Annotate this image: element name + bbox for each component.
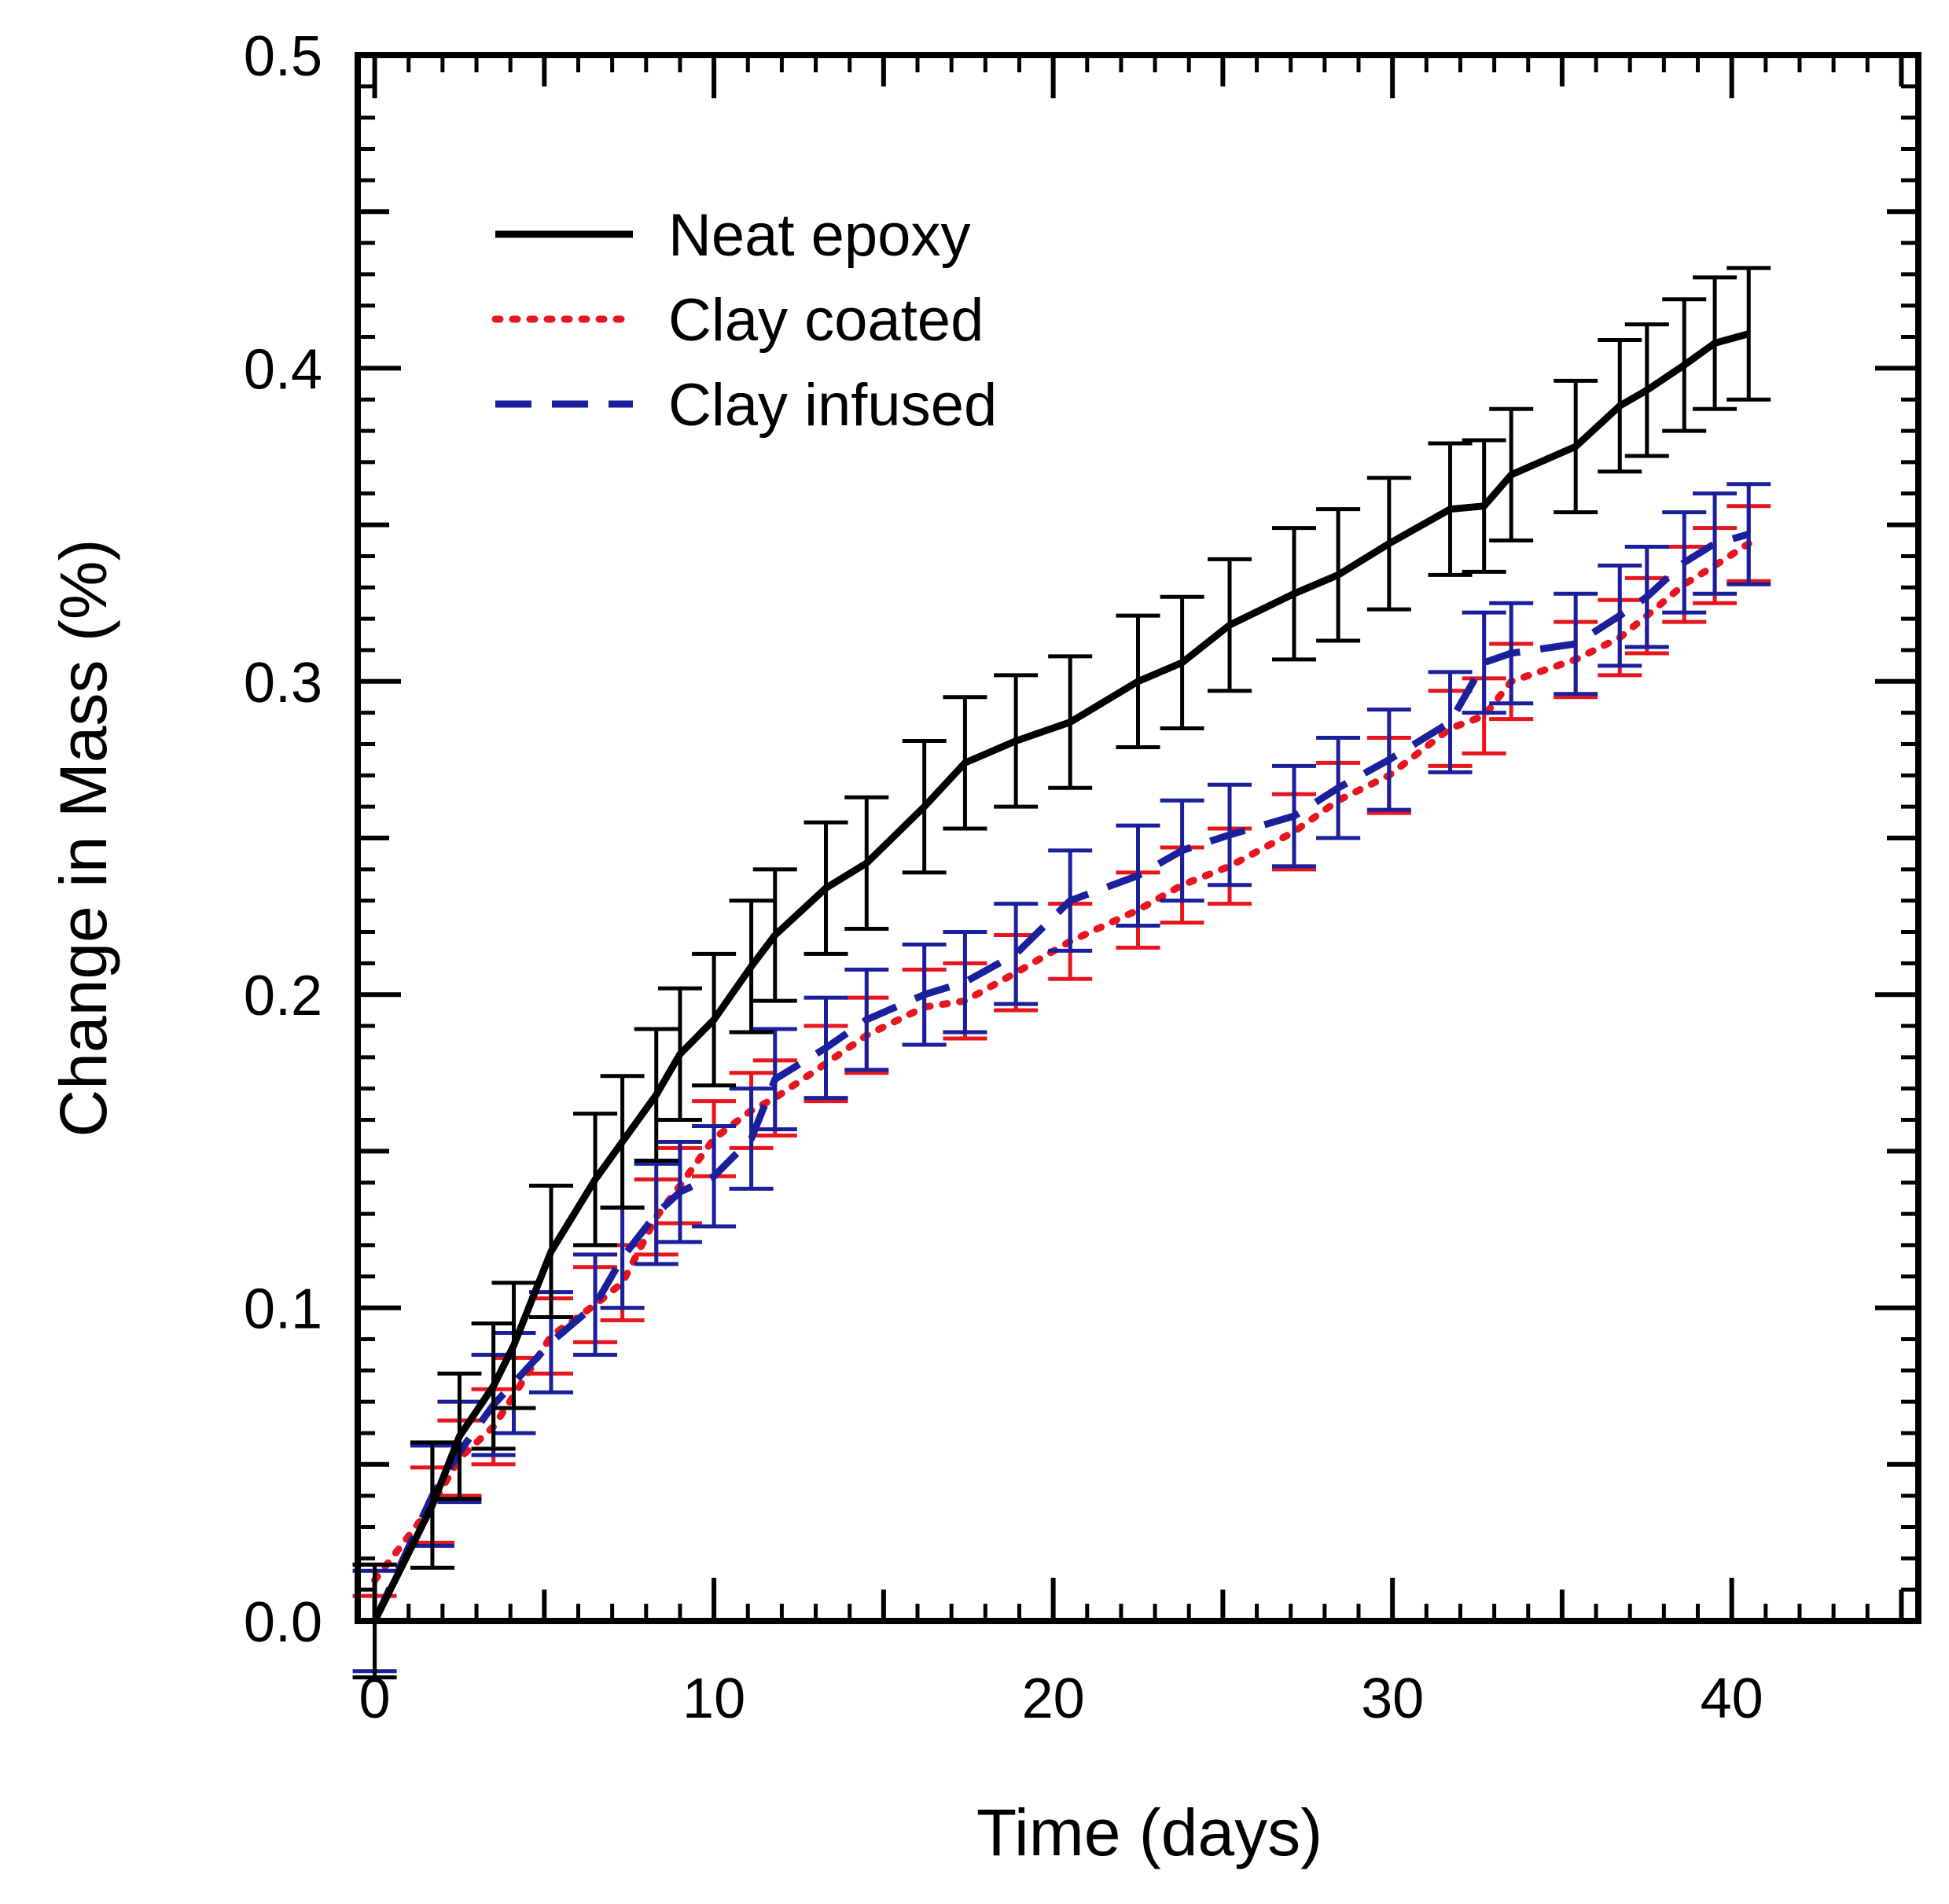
x-tick-label: 30 [1361,1667,1424,1730]
y-tick-label: 0.0 [244,1591,322,1654]
series-line [371,540,1752,1584]
x-tick-labels: 0 10 20 30 40 [359,1667,1763,1730]
y-tick-label: 0.3 [244,652,322,715]
series-line [371,531,1750,1623]
y-tick-label: 0.1 [244,1278,322,1341]
x-axis-title: Time (days) [976,1796,1322,1869]
series-layer [352,266,1771,1680]
x-tick-label: 20 [1022,1667,1085,1730]
legend-label: Neat epoxy [668,202,970,269]
y-tick-label: 0.5 [244,25,322,88]
plot-frame [355,52,1921,1624]
legend-label: Clay infused [668,372,997,439]
series-neat-epoxy [352,266,1771,1680]
y-tick-labels: 0.0 0.1 0.2 0.3 0.4 0.5 [244,25,322,1654]
y-tick-label: 0.2 [244,965,322,1027]
x-tick-label: 10 [682,1667,745,1730]
x-tick-label: 40 [1701,1667,1763,1730]
legend: Neat epoxy Clay coated Clay infused [491,202,997,439]
major-ticks [358,53,1918,1623]
series-line [371,330,1750,1623]
x-tick-label: 0 [359,1667,391,1730]
legend-label: Clay coated [668,287,984,354]
y-axis-title: Change in Mass (%) [46,539,120,1138]
series-clay-coated [352,504,1771,1598]
y-tick-label: 0.4 [244,338,322,401]
